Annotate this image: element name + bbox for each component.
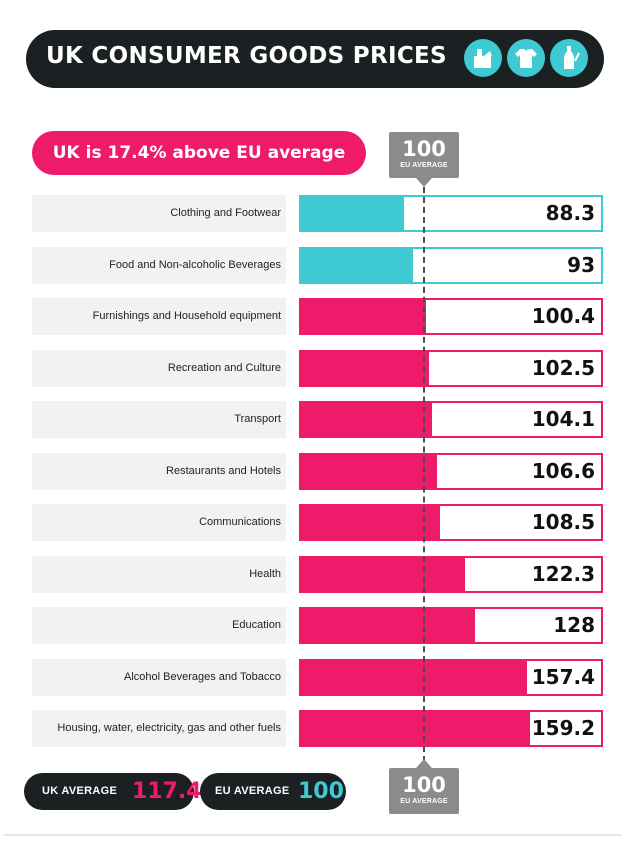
bar [301, 558, 465, 591]
category-label: Restaurants and Hotels [166, 465, 281, 477]
bar [301, 661, 528, 694]
category-label: Food and Non-alcoholic Beverages [109, 259, 281, 271]
bar [301, 300, 426, 333]
category-row: Health [32, 556, 286, 593]
category-row: Food and Non-alcoholic Beverages [32, 247, 286, 284]
bar-track: 100.4 [299, 298, 603, 335]
bar-track: 128 [299, 607, 603, 644]
category-label: Communications [199, 516, 281, 528]
eu-average-marker-bottom: 100 EU AVERAGE [389, 768, 459, 814]
bar-value-label: 102.5 [531, 356, 595, 380]
bar [301, 197, 405, 230]
page-title: UK CONSUMER GOODS PRICES [46, 43, 447, 69]
bar-value-label: 104.1 [531, 407, 595, 431]
bottle-icon [550, 39, 588, 77]
bar-track: 104.1 [299, 401, 603, 438]
headline-pill: UK is 17.4% above EU average [32, 131, 366, 175]
marker-arrow-up [416, 759, 432, 768]
title-bar: UK CONSUMER GOODS PRICES [26, 30, 604, 88]
infographic-card: UK CONSUMER GOODS PRICES UK is 17.4% abo… [4, 0, 622, 836]
bar [301, 506, 441, 539]
eu-average-reference-line [423, 187, 425, 762]
bar-track: 159.2 [299, 710, 603, 747]
category-label: Clothing and Footwear [170, 207, 281, 219]
category-label: Recreation and Culture [167, 362, 281, 374]
tshirt-icon [507, 39, 545, 77]
category-label: Transport [234, 413, 281, 425]
bar-track: 88.3 [299, 195, 603, 232]
category-row: Furnishings and Household equipment [32, 298, 286, 335]
category-label: Education [232, 619, 281, 631]
bar-value-label: 159.2 [531, 716, 595, 740]
uk-average-value: 117.4 [132, 779, 202, 804]
bar-value-label: 93 [567, 253, 595, 277]
bar [301, 403, 433, 436]
eu-average-value: 100 [298, 779, 344, 804]
bar [301, 352, 430, 385]
bar [301, 712, 531, 745]
category-row: Education [32, 607, 286, 644]
bar [301, 609, 475, 642]
uk-average-pill: UK AVERAGE 117.4 [24, 773, 202, 810]
eu-average-label: EU AVERAGE [215, 785, 290, 797]
marker-value: 100 [402, 773, 446, 797]
category-label: Health [249, 568, 281, 580]
uk-average-label: UK AVERAGE [42, 785, 118, 797]
category-label: Alcohol Beverages and Tobacco [124, 671, 281, 683]
category-row: Recreation and Culture [32, 350, 286, 387]
category-label: Furnishings and Household equipment [92, 310, 281, 322]
category-row: Alcohol Beverages and Tobacco [32, 659, 286, 696]
category-label: Housing, water, electricity, gas and oth… [57, 722, 281, 734]
bar-track: 108.5 [299, 504, 603, 541]
food-icon [464, 39, 502, 77]
marker-label: EU AVERAGE [400, 798, 448, 805]
category-row: Transport [32, 401, 286, 438]
bar-value-label: 88.3 [545, 201, 595, 225]
bar-value-label: 106.6 [531, 459, 595, 483]
bar-value-label: 100.4 [531, 304, 595, 328]
bar-value-label: 157.4 [531, 665, 595, 689]
bar [301, 455, 437, 488]
bar-track: 106.6 [299, 453, 603, 490]
eu-average-pill: EU AVERAGE 100 [200, 773, 346, 810]
eu-average-marker-top: 100 EU AVERAGE [389, 132, 459, 178]
bar-track: 157.4 [299, 659, 603, 696]
bar-value-label: 128 [553, 613, 595, 637]
category-row: Communications [32, 504, 286, 541]
marker-label: EU AVERAGE [400, 162, 448, 169]
marker-arrow-down [416, 178, 432, 187]
bar-track: 93 [299, 247, 603, 284]
bar-value-label: 122.3 [531, 562, 595, 586]
category-row: Housing, water, electricity, gas and oth… [32, 710, 286, 747]
marker-value: 100 [402, 137, 446, 161]
bar-track: 122.3 [299, 556, 603, 593]
category-row: Restaurants and Hotels [32, 453, 286, 490]
category-row: Clothing and Footwear [32, 195, 286, 232]
bar-track: 102.5 [299, 350, 603, 387]
bar-value-label: 108.5 [531, 510, 595, 534]
bar [301, 249, 413, 282]
